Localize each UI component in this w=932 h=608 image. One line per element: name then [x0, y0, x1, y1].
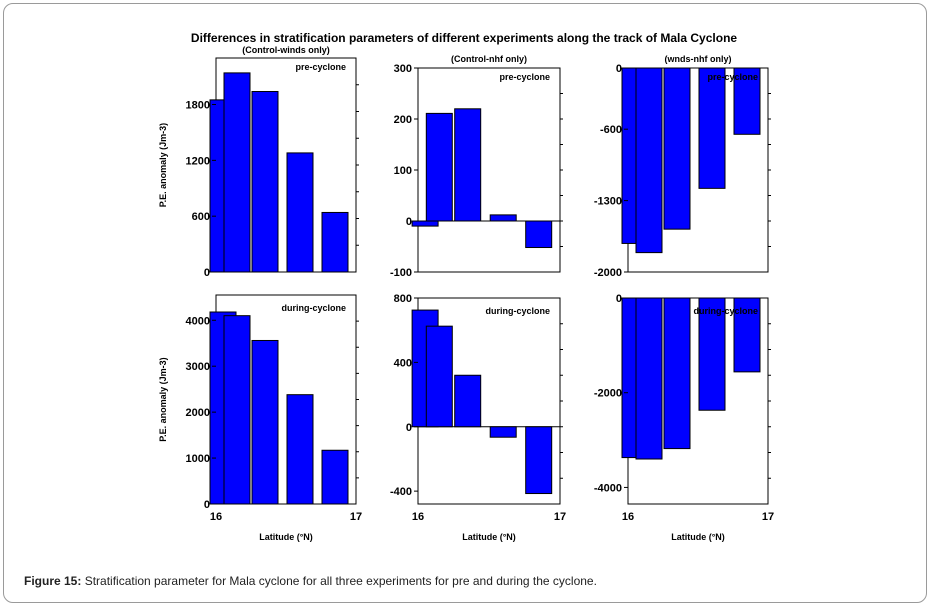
annotation-bottom-middle: during-cyclone: [485, 306, 550, 316]
bar-top-middle-2: [425, 112, 453, 222]
figure-frame: [3, 3, 927, 603]
ytick-label-top-right: -1300: [594, 196, 622, 208]
subtitle-top-right: (wnds-nhf only): [665, 54, 732, 64]
bar-top-right-2: [635, 67, 663, 254]
ytick-label-top-right: 0: [616, 63, 622, 75]
subtitle-top-middle: (Control-nhf only): [451, 54, 527, 64]
bar-bottom-middle-5: [525, 426, 553, 495]
bar-top-middle-4: [489, 214, 517, 222]
xtick-label-bottom-right: 16: [622, 511, 634, 523]
bar-bottom-right-4: [698, 297, 726, 411]
bar-bottom-middle-2: [425, 325, 453, 428]
annotation-bottom-left: during-cyclone: [281, 303, 346, 313]
ytick-label-bottom-left: 3000: [186, 361, 210, 373]
ylabel-top-left: P.E. anomaly (Jm-3): [158, 123, 168, 207]
ytick-label-top-left: 0: [204, 267, 210, 279]
ytick-label-top-left: 1800: [186, 100, 210, 112]
xlabel-bottom-left: Latitude (°N): [259, 532, 313, 542]
ytick-label-bottom-middle: 0: [406, 422, 412, 434]
bar-top-left-4: [286, 152, 314, 273]
bar-top-left-5: [321, 211, 349, 273]
caption-label: Figure 15:: [24, 574, 82, 588]
bar-top-right-4: [698, 67, 726, 189]
bar-top-middle-5: [525, 220, 553, 249]
xtick-label-bottom-middle: 17: [554, 511, 566, 523]
annotation-top-middle: pre-cyclone: [499, 72, 550, 82]
ytick-label-bottom-left: 1000: [186, 453, 210, 465]
ytick-label-bottom-middle: -400: [390, 486, 412, 498]
ytick-label-bottom-right: 0: [616, 293, 622, 305]
ytick-label-bottom-left: 2000: [186, 407, 210, 419]
xtick-label-bottom-left: 16: [210, 511, 222, 523]
bar-top-right-3: [663, 67, 691, 230]
xtick-label-bottom-left: 17: [350, 511, 362, 523]
ytick-label-top-right: -600: [600, 124, 622, 136]
ytick-label-bottom-left: 0: [204, 499, 210, 511]
bar-bottom-left-5: [321, 449, 349, 505]
ytick-label-top-middle: 0: [406, 216, 412, 228]
bar-bottom-left-3: [251, 339, 279, 505]
ytick-label-bottom-right: -2000: [594, 388, 622, 400]
xtick-label-bottom-middle: 16: [412, 511, 424, 523]
bar-bottom-right-3: [663, 297, 691, 450]
ytick-label-bottom-right: -4000: [594, 482, 622, 494]
xtick-label-bottom-right: 17: [762, 511, 774, 523]
bar-bottom-right-5: [733, 297, 761, 373]
annotation-top-right: pre-cyclone: [707, 72, 758, 82]
figure-caption: Figure 15: Stratification parameter for …: [24, 574, 597, 588]
ytick-label-top-middle: 100: [394, 165, 412, 177]
ytick-label-top-left: 1200: [186, 155, 210, 167]
bar-bottom-middle-4: [489, 426, 517, 438]
xlabel-bottom-right: Latitude (°N): [671, 532, 725, 542]
annotation-bottom-right: during-cyclone: [693, 306, 758, 316]
ytick-label-bottom-middle: 400: [394, 357, 412, 369]
ytick-label-top-middle: 200: [394, 114, 412, 126]
bar-top-middle-3: [454, 108, 482, 222]
figure-title: Differences in stratification parameters…: [191, 31, 737, 45]
ytick-label-bottom-middle: 800: [394, 293, 412, 305]
caption-text: Stratification parameter for Mala cyclon…: [81, 574, 597, 588]
ytick-label-top-middle: -100: [390, 267, 412, 279]
bar-bottom-right-2: [635, 297, 663, 460]
ytick-label-top-middle: 300: [394, 63, 412, 75]
bar-bottom-left-4: [286, 394, 314, 505]
bar-bottom-middle-3: [454, 374, 482, 428]
bar-bottom-left-2: [223, 315, 251, 505]
ytick-label-top-right: -2000: [594, 267, 622, 279]
bar-top-left-2: [223, 72, 251, 273]
ytick-label-bottom-left: 4000: [186, 315, 210, 327]
ytick-label-top-left: 600: [192, 211, 210, 223]
bar-top-left-3: [251, 90, 279, 273]
bar-top-middle-1: [411, 220, 439, 227]
ylabel-bottom-left: P.E. anomaly (Jm-3): [158, 357, 168, 441]
subtitle-top-left: (Control-winds only): [242, 45, 330, 55]
annotation-top-left: pre-cyclone: [295, 62, 346, 72]
bar-top-right-5: [733, 67, 761, 135]
xlabel-bottom-middle: Latitude (°N): [462, 532, 516, 542]
